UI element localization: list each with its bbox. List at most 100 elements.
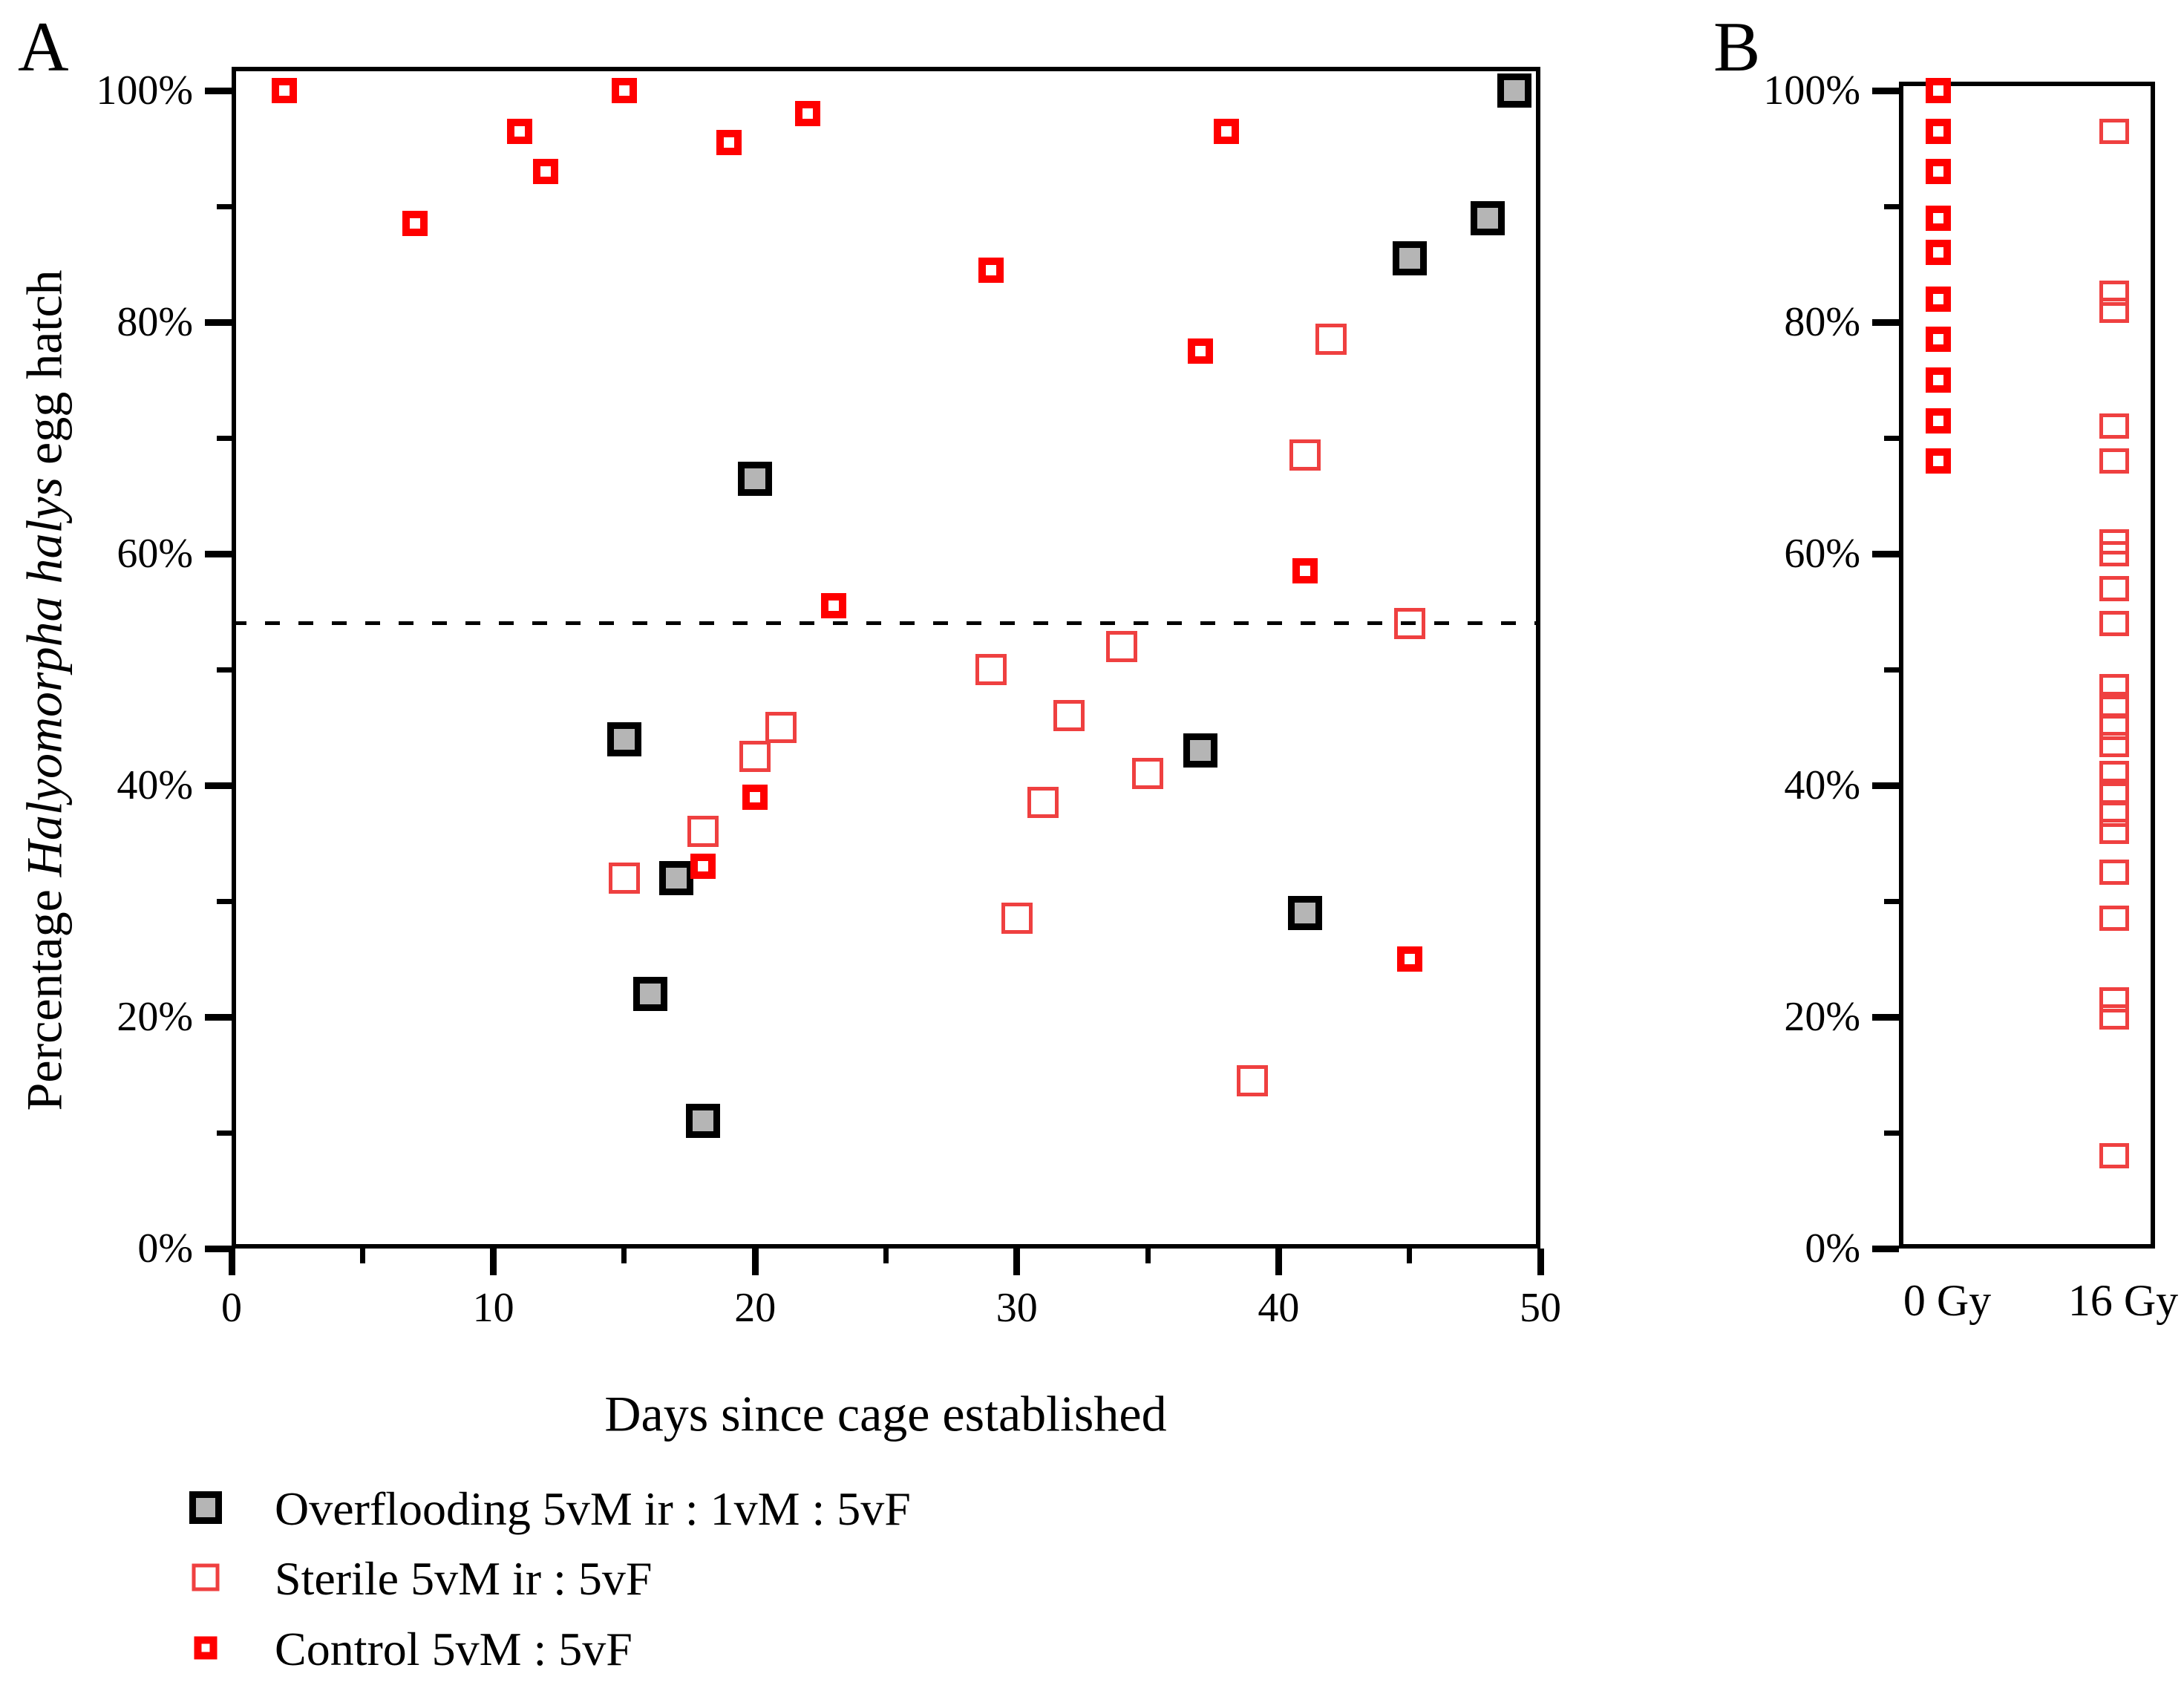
panel-a-x-tick-label: 20 <box>734 1285 777 1331</box>
panel-a-y-major-tick <box>205 550 232 557</box>
panel-b-y-minor-tick <box>1884 1130 1899 1136</box>
panel-b-point-sterile <box>2099 281 2129 306</box>
panel-a-x-tick-label: 40 <box>1258 1285 1300 1331</box>
panel-a-point-control <box>794 101 820 127</box>
panel-b-point-sterile <box>2099 819 2129 845</box>
panel-a-point-sterile <box>1105 630 1137 662</box>
panel-a-point-overflooding <box>738 461 773 496</box>
panel-b-y-major-tick <box>1872 87 1899 94</box>
panel-a-y-minor-tick <box>217 203 232 209</box>
panel-a-x-major-tick <box>1275 1249 1282 1275</box>
panel-b-y-minor-tick <box>1884 667 1899 673</box>
legend-marker-control <box>194 1636 218 1660</box>
panel-a-point-control <box>1292 558 1318 584</box>
y-axis-title-prefix: Percentage <box>16 877 73 1111</box>
panel-a-point-control <box>1187 338 1213 364</box>
panel-b-point-control <box>1926 327 1951 353</box>
panel-b-point-control <box>1926 78 1951 103</box>
panel-a-y-tick-label: 100% <box>96 68 193 114</box>
panel-a-point-control <box>506 118 532 144</box>
panel-b-point-sterile <box>2099 987 2129 1012</box>
panel-a-point-control <box>533 159 559 185</box>
panel-b-point-sterile <box>2099 448 2129 474</box>
panel-a-x-tick-label: 50 <box>1520 1285 1561 1331</box>
panel-a-y-major-tick <box>205 1245 232 1252</box>
panel-a-point-control <box>1213 118 1239 144</box>
panel-a-point-control <box>742 784 768 810</box>
legend-label-control: Control 5vM : 5vF <box>275 1623 632 1675</box>
panel-b-point-control <box>1926 367 1951 393</box>
panel-b-y-major-tick <box>1872 1013 1899 1021</box>
panel-a-x-minor-tick <box>1145 1249 1151 1263</box>
panel-a-point-control <box>271 78 297 103</box>
panel-a-point-sterile <box>1053 700 1085 732</box>
panel-b-point-sterile <box>2099 118 2129 144</box>
panel-a-x-minor-tick <box>883 1249 889 1263</box>
panel-a-x-tick-label: 10 <box>472 1285 514 1331</box>
panel-b-y-tick-label: 100% <box>1763 68 1860 114</box>
panel-a-point-control <box>402 211 428 237</box>
panel-a-y-major-tick <box>205 1013 232 1021</box>
panel-a-y-tick-label: 60% <box>117 531 193 577</box>
panel-b-y-major-tick <box>1872 782 1899 789</box>
panel-a-x-major-tick <box>490 1249 497 1275</box>
panel-b-point-sterile <box>2099 298 2129 324</box>
panel-b-point-sterile <box>2099 610 2129 636</box>
panel-b-category-label: 16 Gy <box>2067 1276 2179 1325</box>
y-axis-title: Percentage Halyomorpha halys egg hatch <box>16 270 74 1111</box>
panel-a-y-minor-tick <box>217 667 232 673</box>
panel-a-point-overflooding <box>1287 895 1322 930</box>
panel-b-label: B <box>1713 7 1761 86</box>
legend-marker-sterile <box>192 1563 220 1591</box>
panel-a-point-overflooding <box>633 976 668 1011</box>
panel-b-y-minor-tick <box>1884 898 1899 904</box>
panel-a-point-sterile <box>687 816 719 848</box>
panel-b-point-control <box>1926 205 1951 231</box>
panel-a-y-major-tick <box>205 318 232 326</box>
legend-marker-overflooding <box>189 1491 222 1524</box>
panel-b-point-control <box>1926 448 1951 474</box>
panel-b-point-control <box>1926 159 1951 185</box>
panel-b-y-major-tick <box>1872 1245 1899 1252</box>
panel-a-point-control <box>716 130 742 156</box>
panel-b-point-control <box>1926 286 1951 312</box>
panel-a-point-overflooding <box>607 722 641 756</box>
panel-b-y-major-tick <box>1872 550 1899 557</box>
panel-a-point-control <box>820 593 846 619</box>
panel-b-point-sterile <box>2099 413 2129 439</box>
legend-label-sterile: Sterile 5vM ir : 5vF <box>275 1552 653 1605</box>
panel-b-point-sterile <box>2099 1143 2129 1169</box>
panel-b-point-sterile <box>2099 1004 2129 1030</box>
panel-a-point-control <box>1396 946 1422 972</box>
panel-b-point-sterile <box>2099 778 2129 804</box>
panel-a-x-major-tick <box>228 1249 235 1275</box>
panel-a-point-sterile <box>975 654 1007 685</box>
panel-b-y-tick-label: 0% <box>1805 1226 1860 1272</box>
panel-b-point-sterile <box>2099 715 2129 740</box>
panel-b-y-tick-label: 20% <box>1784 994 1860 1040</box>
panel-b-point-sterile <box>2099 541 2129 566</box>
panel-a-point-control <box>690 854 716 880</box>
panel-a-x-tick-label: 30 <box>995 1285 1038 1331</box>
panel-a-y-tick-label: 80% <box>117 299 193 345</box>
panel-a-y-tick-label: 0% <box>137 1226 193 1272</box>
panel-b-point-control <box>1926 240 1951 266</box>
panel-b-y-tick-label: 40% <box>1784 762 1860 808</box>
panel-b-point-sterile <box>2099 691 2129 717</box>
panel-a-point-control <box>611 78 637 103</box>
dashed-reference-line <box>232 621 1540 626</box>
panel-a-point-control <box>978 257 1004 283</box>
panel-a-point-overflooding <box>685 1104 720 1139</box>
y-axis-title-suffix: egg hatch <box>16 269 73 477</box>
panel-a-point-sterile <box>1132 758 1164 790</box>
panel-b-y-tick-label: 60% <box>1784 531 1860 577</box>
panel-a-point-sterile <box>765 712 797 743</box>
panel-b-point-sterile <box>2099 860 2129 885</box>
x-axis-title: Days since cage established <box>604 1385 1167 1442</box>
panel-a-point-sterile <box>1289 439 1321 471</box>
panel-a-point-overflooding <box>1392 241 1427 276</box>
panel-a-point-overflooding <box>1183 733 1217 768</box>
panel-b-y-minor-tick <box>1884 435 1899 441</box>
panel-b-point-sterile <box>2099 802 2129 827</box>
panel-a-x-minor-tick <box>1407 1249 1413 1263</box>
